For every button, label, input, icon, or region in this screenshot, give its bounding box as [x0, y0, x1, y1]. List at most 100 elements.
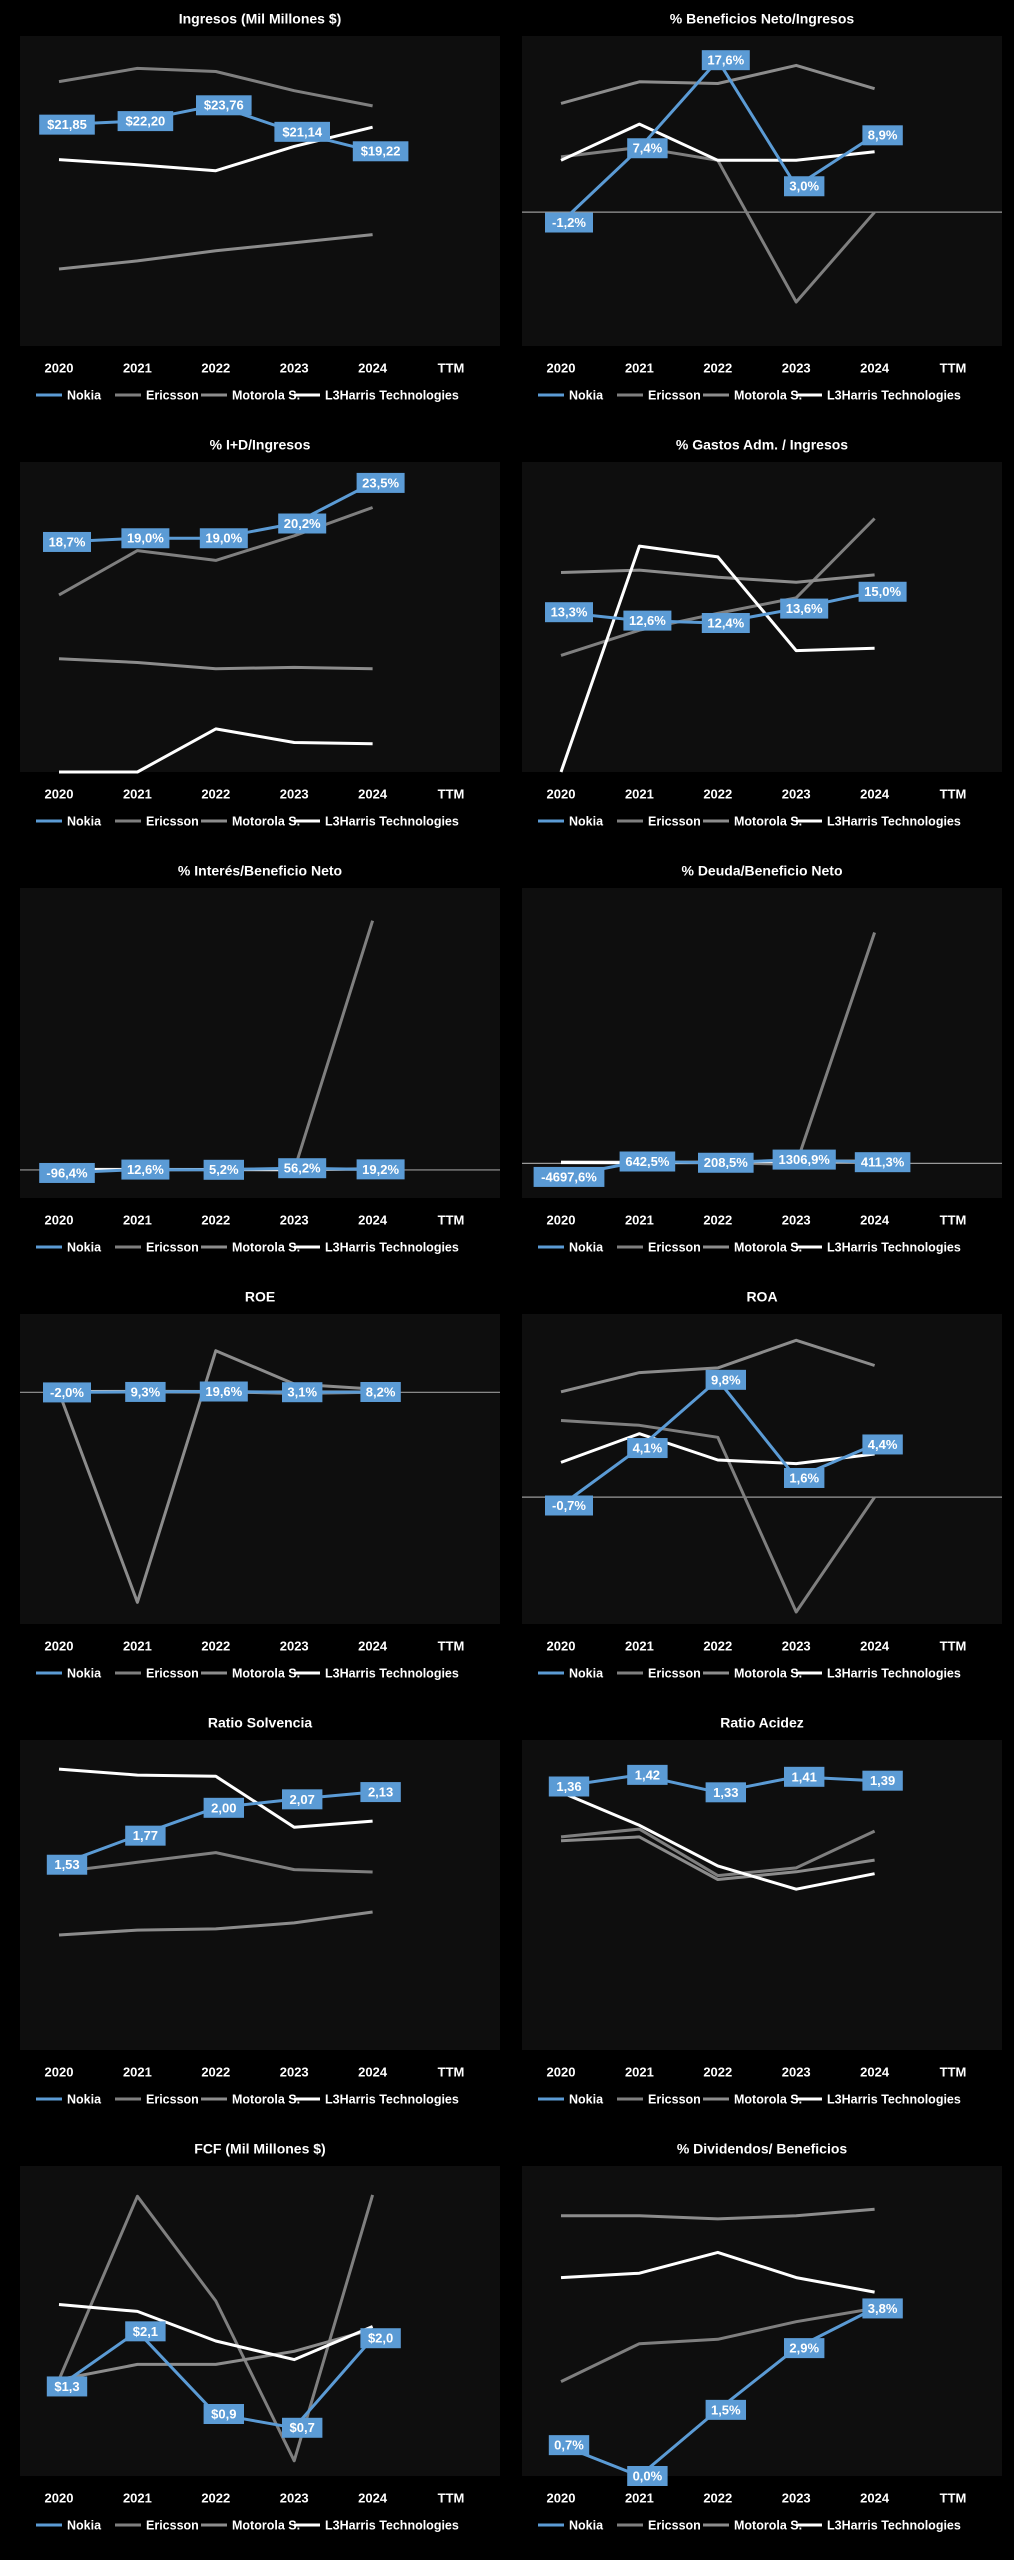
series-line — [58, 657, 373, 671]
legend-label: Motorola S. — [232, 814, 300, 828]
value-label: 4,1% — [633, 1440, 663, 1455]
x-tick-label: 2021 — [625, 2064, 654, 2079]
x-tick-label: 2023 — [280, 1212, 309, 1227]
value-label: $2,1 — [133, 2324, 158, 2339]
value-label: $0,7 — [290, 2420, 315, 2435]
value-label-box — [862, 2298, 903, 2319]
value-label: 19,0% — [127, 531, 164, 546]
value-label: -0,7% — [552, 1498, 586, 1513]
value-label: $22,20 — [126, 114, 166, 129]
value-label: 208,5% — [704, 1155, 749, 1170]
x-tick-label: 2022 — [703, 2064, 732, 2079]
x-tick-label: 2020 — [547, 1638, 576, 1653]
legend-label: Motorola S. — [232, 1240, 300, 1254]
value-label-box — [356, 472, 405, 493]
x-tick-label: 2021 — [123, 1638, 152, 1653]
value-label: $21,14 — [282, 124, 323, 139]
series-line — [560, 568, 875, 584]
x-tick-label: TTM — [438, 2064, 465, 2079]
value-label-box — [619, 1151, 676, 1172]
value-label: 18,7% — [49, 534, 86, 549]
value-label: 8,2% — [366, 1384, 396, 1399]
x-tick-label: 2023 — [782, 2064, 811, 2079]
value-label-box — [698, 1152, 754, 1173]
x-tick-label: TTM — [438, 360, 465, 375]
x-tick-label: TTM — [940, 360, 967, 375]
value-label-box — [862, 1434, 903, 1455]
x-tick-label: 2020 — [45, 360, 74, 375]
chart-title: FCF (Mil Millones $) — [194, 2141, 325, 2157]
value-label: $21,85 — [47, 117, 87, 132]
value-label: -4697,6% — [541, 1169, 597, 1184]
value-label: 9,8% — [711, 1372, 741, 1387]
legend-label: L3Harris Technologies — [325, 814, 459, 828]
value-label: -2,0% — [50, 1385, 84, 1400]
value-label-box — [39, 114, 95, 135]
value-label-box — [282, 1382, 323, 1403]
x-tick-label: TTM — [438, 2490, 465, 2505]
value-label-box — [117, 111, 174, 132]
value-label-box — [862, 125, 903, 146]
x-tick-label: 2021 — [625, 786, 654, 801]
legend-label: Ericsson — [146, 2518, 199, 2532]
value-label-box — [125, 2321, 166, 2342]
value-label-box — [352, 141, 409, 162]
x-tick-label: 2020 — [45, 2490, 74, 2505]
value-label: $2,0 — [368, 2331, 393, 2346]
legend-label: Nokia — [67, 814, 102, 828]
value-label-box — [545, 1495, 593, 1516]
chart-panel: ROE 2020 2021 2022 2023 2024 TTM -2,0% 9,3% 19,6%… — [20, 1289, 500, 1680]
x-tick-label: 2022 — [703, 1638, 732, 1653]
value-label: 642,5% — [625, 1154, 670, 1169]
legend-label: Motorola S. — [734, 2518, 802, 2532]
value-label-box — [548, 2435, 590, 2456]
value-label-box — [199, 528, 248, 549]
value-label-box — [623, 610, 672, 631]
value-label: 17,6% — [707, 53, 744, 68]
x-tick-label: 2023 — [280, 786, 309, 801]
value-label-box — [701, 50, 750, 71]
value-label-box — [282, 2417, 323, 2438]
chart-panel: FCF (Mil Millones $) 2020 2021 2022 2023 2024… — [20, 2141, 500, 2532]
value-label: 1,36 — [556, 1779, 581, 1794]
series-line — [58, 1910, 373, 1937]
x-tick-label: 2022 — [703, 2490, 732, 2505]
x-tick-label: 2020 — [45, 1638, 74, 1653]
legend-label: L3Harris Technologies — [827, 388, 961, 402]
x-tick-label: 2021 — [625, 1212, 654, 1227]
chart-panel: % Gastos Adm. / Ingresos 2020 2021 2022 2023… — [522, 437, 1002, 828]
x-tick-label: 2022 — [201, 2490, 230, 2505]
legend-label: L3Harris Technologies — [827, 1666, 961, 1680]
value-label: 1,39 — [870, 1773, 895, 1788]
value-label-box — [125, 1825, 166, 1846]
value-label: 19,2% — [362, 1162, 399, 1177]
legend-label: Nokia — [569, 388, 604, 402]
x-tick-label: 2020 — [547, 360, 576, 375]
value-label: 13,3% — [551, 605, 588, 620]
value-label: 1,33 — [713, 1785, 738, 1800]
value-label-box — [282, 1789, 323, 1810]
value-label-box — [43, 531, 91, 552]
value-label-box — [784, 1467, 825, 1488]
value-label-box — [121, 528, 170, 549]
x-tick-label: 2020 — [547, 1212, 576, 1227]
x-tick-label: 2021 — [123, 2064, 152, 2079]
x-tick-label: 2020 — [547, 786, 576, 801]
series-line — [560, 1835, 875, 1881]
x-tick-label: 2022 — [201, 1212, 230, 1227]
value-label-box — [356, 1159, 405, 1180]
value-label-box — [360, 1782, 401, 1803]
chart-panel: Ingresos (Mil Millones $) 2020 2021 2022 202… — [20, 11, 500, 402]
legend-label: Nokia — [67, 1666, 102, 1680]
value-label: 20,2% — [284, 516, 321, 531]
x-tick-label: 2024 — [860, 1212, 890, 1227]
value-label: $1,3 — [54, 2379, 79, 2394]
legend-label: Nokia — [569, 1240, 604, 1254]
value-label: -96,4% — [46, 1165, 88, 1180]
value-label: 2,07 — [290, 1792, 315, 1807]
value-label-box — [46, 1854, 88, 1875]
x-tick-label: TTM — [438, 1212, 465, 1227]
value-label: 1,42 — [635, 1767, 660, 1782]
series-line — [58, 66, 373, 108]
